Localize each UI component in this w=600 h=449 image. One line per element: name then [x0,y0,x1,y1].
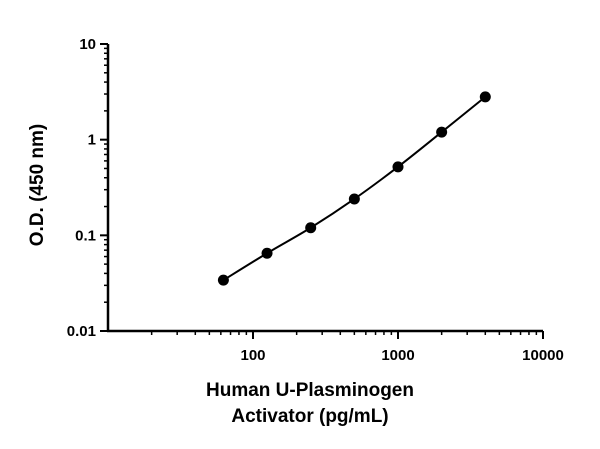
x-axis-ticks: 100 1000 10000 [150,331,564,364]
x-axis-title-line-1: Human U-Plasminogen [206,380,414,401]
data-point [305,222,317,234]
data-point [217,274,229,286]
data-points [217,91,491,286]
data-point [436,126,448,138]
y-tick-label: 10 [79,36,96,53]
data-point [392,161,404,173]
y-axis-title: O.D. (450 nm) [27,124,48,246]
y-tick-label: 0.01 [67,323,96,340]
y-axis-ticks: 0.01 0.1 1 10 [67,36,108,340]
axes [106,44,543,333]
x-tick-label: 10000 [522,347,564,364]
y-tick-label: 1 [88,132,96,149]
x-tick-label: 100 [240,347,265,364]
x-axis-title-line-2: Activator (pg/mL) [231,406,388,427]
data-point [348,193,360,205]
x-tick-label: 1000 [381,347,414,364]
data-point [479,91,491,103]
data-point [261,247,273,259]
y-tick-label: 0.1 [75,227,96,244]
